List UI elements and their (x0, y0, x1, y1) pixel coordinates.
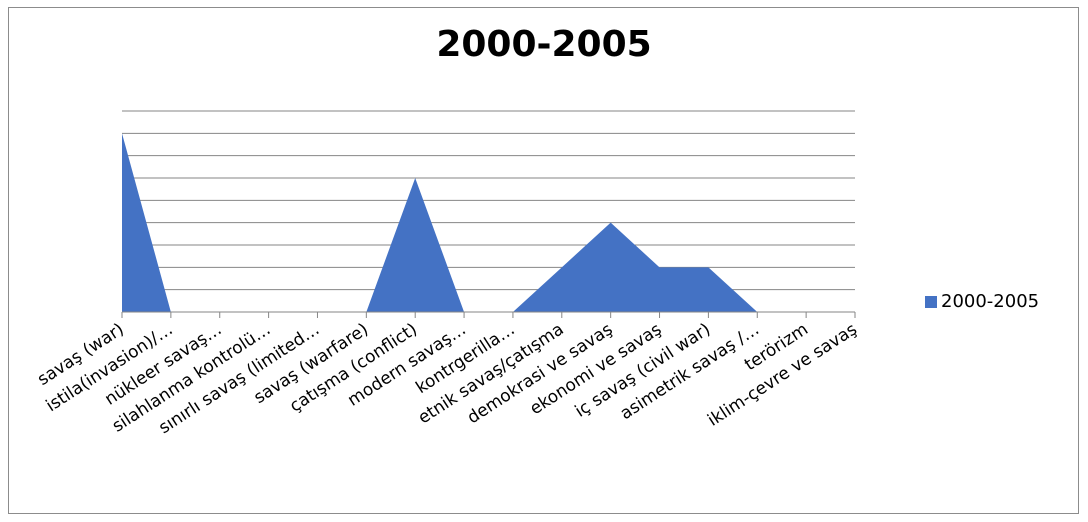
legend-label: 2000-2005 (941, 291, 1040, 312)
series-area (122, 133, 855, 312)
chart-title: 2000-2005 (436, 24, 652, 65)
x-tick-labels: savaş (war)istila(invasion)/…nükleer sav… (34, 319, 861, 438)
legend: 2000-2005 (925, 291, 1039, 312)
x-axis (121, 311, 856, 318)
chart-frame (8, 7, 1079, 514)
series-area-2000-2005 (122, 133, 855, 312)
gridlines (122, 110, 855, 291)
legend-swatch (925, 295, 937, 308)
